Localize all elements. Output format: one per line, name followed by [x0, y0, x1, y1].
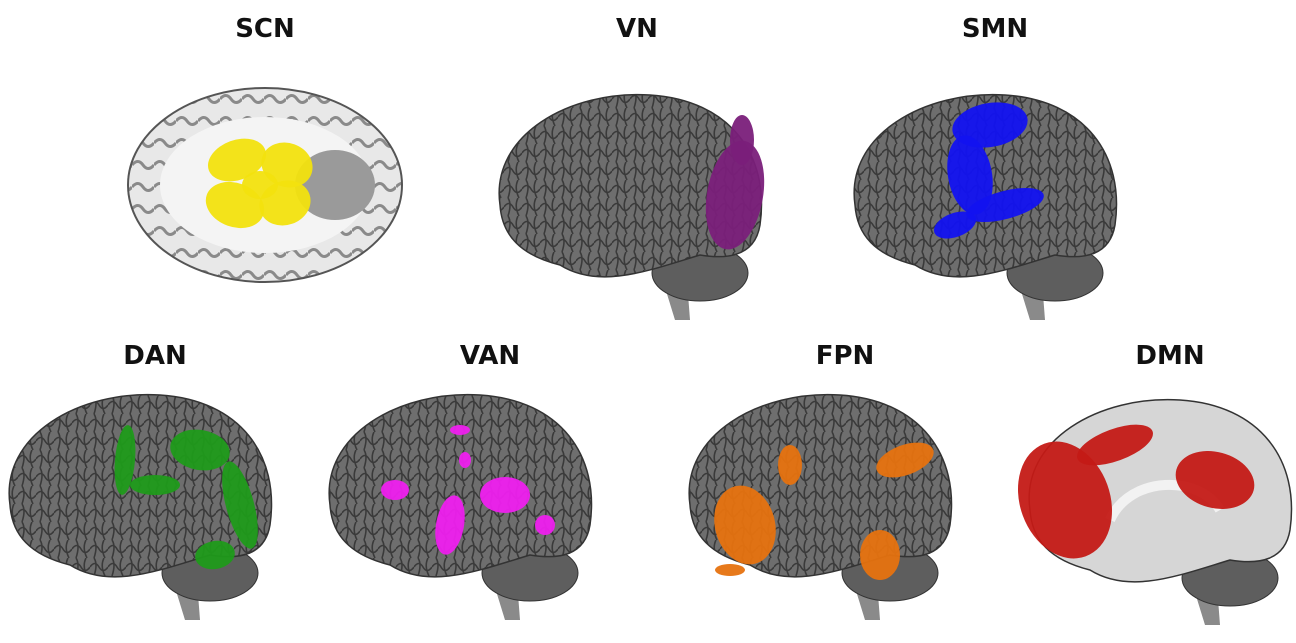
panel-label: FPN [816, 341, 875, 371]
brain-panel: SMN [854, 14, 1116, 320]
network-overlay [730, 115, 754, 165]
network-overlay [860, 530, 900, 580]
panel-label: SCN [235, 14, 295, 44]
brain-panel: VAN [329, 341, 591, 620]
network-overlay [715, 564, 745, 576]
brain-panel: VN [499, 14, 772, 320]
panel-label: DAN [123, 341, 186, 371]
network-overlay [450, 425, 470, 435]
network-overlay [130, 475, 180, 495]
panel-label: VN [616, 14, 658, 44]
network-overlay [242, 171, 278, 199]
brain-panel: DMN [1002, 341, 1291, 625]
figure: SCN VN SMN DAN VAN FPN DMN [0, 0, 1296, 643]
network-overlay [535, 515, 555, 535]
brain-panel: SCN [128, 14, 402, 282]
network-overlay [778, 445, 802, 485]
cortex [329, 395, 591, 577]
panel-label: VAN [460, 341, 520, 371]
panel-label: DMN [1135, 341, 1204, 371]
network-overlay [381, 480, 409, 500]
network-overlay [480, 477, 530, 513]
panel-label: SMN [962, 14, 1028, 44]
network-overlay [459, 452, 471, 468]
brain-panel: FPN [689, 341, 951, 620]
brain-panel: DAN [9, 341, 271, 620]
